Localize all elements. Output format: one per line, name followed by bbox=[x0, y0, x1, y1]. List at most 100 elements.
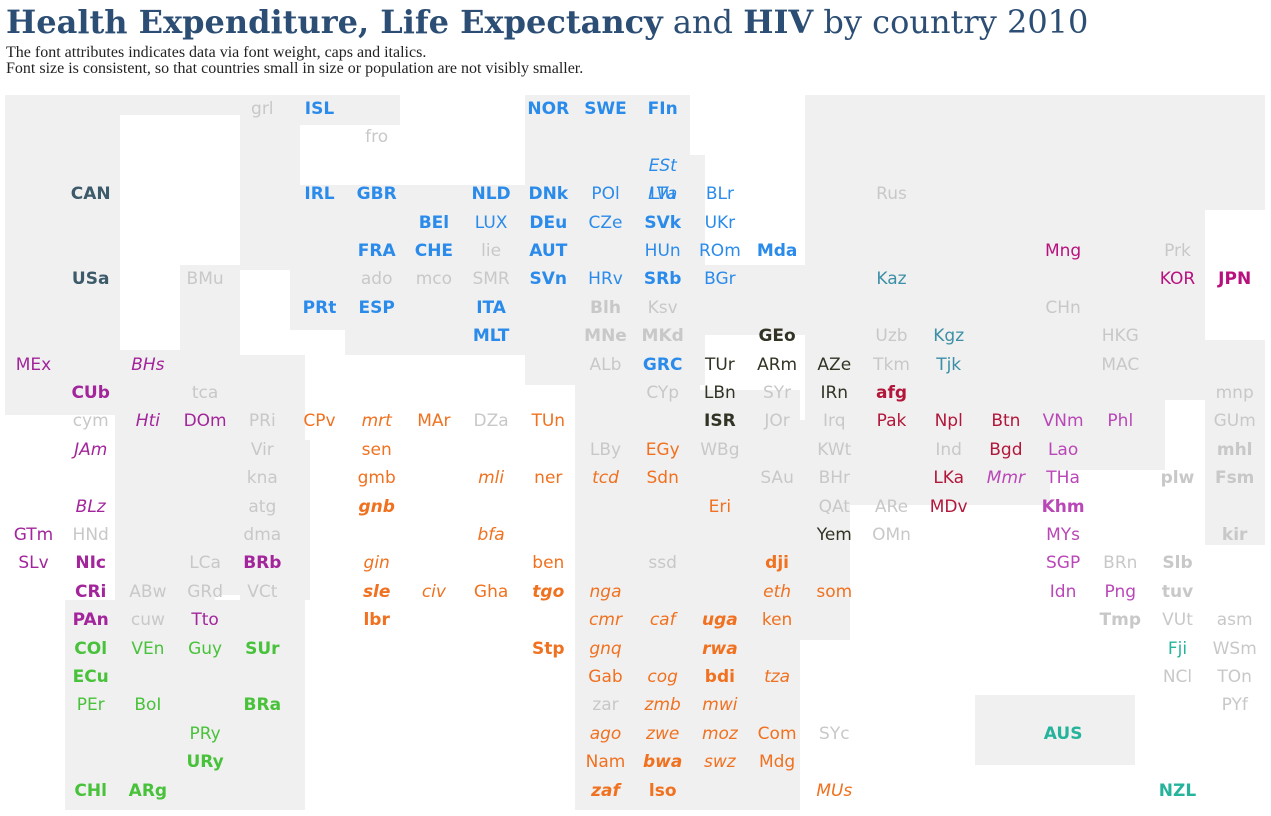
country-label: Gab bbox=[588, 667, 623, 687]
country-label: FRA bbox=[357, 241, 396, 261]
country-label: kna bbox=[246, 468, 278, 489]
country-label: SVn bbox=[529, 269, 568, 290]
land-tile bbox=[805, 95, 1205, 340]
country-label: CRi bbox=[74, 581, 107, 602]
country-label: sen bbox=[361, 439, 392, 460]
country-label: QAt bbox=[818, 496, 850, 517]
country-label: VUt bbox=[1162, 610, 1193, 631]
country-label: eth bbox=[763, 581, 792, 602]
country-label: HUn bbox=[644, 241, 681, 261]
country-label: BLz bbox=[75, 496, 106, 517]
country-label: ARg bbox=[128, 780, 168, 801]
country-label: CYp bbox=[646, 383, 680, 403]
land-tile bbox=[805, 340, 1050, 505]
country-label: gin bbox=[363, 553, 390, 574]
country-label: JAm bbox=[74, 439, 108, 460]
country-label: Sdn bbox=[646, 468, 679, 489]
country-label: AUT bbox=[529, 241, 568, 261]
country-label: cym bbox=[72, 411, 109, 432]
country-label: caf bbox=[649, 610, 676, 631]
country-label: VNm bbox=[1042, 411, 1084, 432]
country-label: USa bbox=[71, 269, 110, 290]
country-label: LBy bbox=[589, 439, 622, 460]
country-label: DNk bbox=[528, 184, 569, 205]
country-label: Npl bbox=[934, 411, 963, 432]
country-label: Tjk bbox=[936, 354, 962, 375]
country-label: ALb bbox=[589, 354, 622, 375]
country-label: IRn bbox=[820, 383, 849, 403]
country-label: DZa bbox=[473, 411, 509, 432]
country-label: MNe bbox=[584, 326, 627, 347]
header: Health Expenditure, Life Expectancy and … bbox=[6, 2, 1266, 77]
country-label: gnq bbox=[589, 638, 622, 659]
land-tile bbox=[215, 355, 305, 440]
country-label: NCl bbox=[1162, 667, 1193, 687]
country-label: Png bbox=[1104, 581, 1137, 602]
country-label: Phl bbox=[1107, 411, 1134, 432]
land-tile bbox=[290, 185, 525, 330]
country-label: SMR bbox=[472, 269, 510, 290]
title-normal-part-1: and bbox=[662, 3, 744, 41]
country-label: MAC bbox=[1101, 354, 1140, 375]
country-label: gnb bbox=[358, 496, 395, 517]
country-label: Guy bbox=[188, 638, 223, 659]
country-label: MDv bbox=[929, 496, 968, 517]
land-tile bbox=[575, 380, 700, 420]
country-label: tgo bbox=[532, 581, 565, 602]
country-label: Mng bbox=[1044, 241, 1082, 261]
land-tile bbox=[575, 505, 850, 605]
country-label: Slb bbox=[1162, 553, 1193, 574]
country-label: tuv bbox=[1161, 581, 1194, 602]
land-tile bbox=[1205, 95, 1265, 210]
land-tile bbox=[665, 640, 800, 810]
country-label: Pak bbox=[876, 411, 907, 432]
country-label: SAu bbox=[760, 468, 794, 489]
country-label: Stp bbox=[532, 638, 565, 659]
country-label: civ bbox=[421, 581, 446, 602]
land-tile bbox=[120, 95, 240, 115]
land-tile bbox=[660, 600, 850, 640]
country-label: BRa bbox=[243, 695, 282, 716]
subtitle-line-2: Font size is consistent, so that countri… bbox=[6, 60, 584, 77]
country-label: Hti bbox=[135, 411, 160, 432]
country-label: GBR bbox=[356, 184, 397, 205]
country-label: URy bbox=[186, 752, 224, 773]
country-label: POl bbox=[591, 184, 620, 205]
country-label: som bbox=[816, 581, 853, 602]
country-label: MUs bbox=[816, 780, 853, 801]
country-label: LKa bbox=[933, 468, 965, 489]
country-label: Vir bbox=[250, 439, 274, 460]
country-label: cog bbox=[647, 667, 678, 687]
country-label: GRd bbox=[187, 581, 223, 602]
country-label: LCa bbox=[189, 553, 221, 574]
country-label: HRv bbox=[588, 269, 623, 290]
country-label: LBn bbox=[703, 383, 736, 403]
country-label: Mmr bbox=[986, 468, 1025, 489]
country-label: GUm bbox=[1213, 411, 1256, 432]
country-label: VCt bbox=[247, 581, 278, 602]
country-label: ago bbox=[589, 723, 622, 744]
country-label: LUX bbox=[474, 212, 508, 233]
country-label: NIc bbox=[75, 553, 106, 574]
land-tile bbox=[975, 695, 1135, 765]
country-label: GEo bbox=[758, 326, 796, 347]
land-tile bbox=[5, 95, 120, 415]
country-label: fro bbox=[365, 127, 389, 148]
title-normal-part-2: by country 2010 bbox=[813, 3, 1089, 41]
land-tile bbox=[1205, 395, 1265, 545]
title-bold-part-2: HIV bbox=[743, 3, 814, 41]
country-label: Nam bbox=[585, 752, 626, 773]
country-label: nga bbox=[589, 581, 622, 602]
title-bold-part-1: Health Expenditure, Life Expectancy bbox=[6, 3, 663, 41]
country-label: ESt bbox=[648, 155, 677, 176]
country-label: Gha bbox=[473, 581, 509, 602]
country-label: KWt bbox=[817, 439, 852, 460]
land-tile bbox=[240, 440, 310, 600]
country-label: WSm bbox=[1212, 638, 1257, 659]
country-label: BRn bbox=[1103, 553, 1138, 574]
country-label: BLr bbox=[705, 184, 734, 205]
country-label: Prk bbox=[1164, 241, 1191, 261]
country-label: ITA bbox=[476, 297, 506, 318]
country-label: PYf bbox=[1221, 695, 1248, 716]
country-label: Bgd bbox=[989, 439, 1023, 460]
